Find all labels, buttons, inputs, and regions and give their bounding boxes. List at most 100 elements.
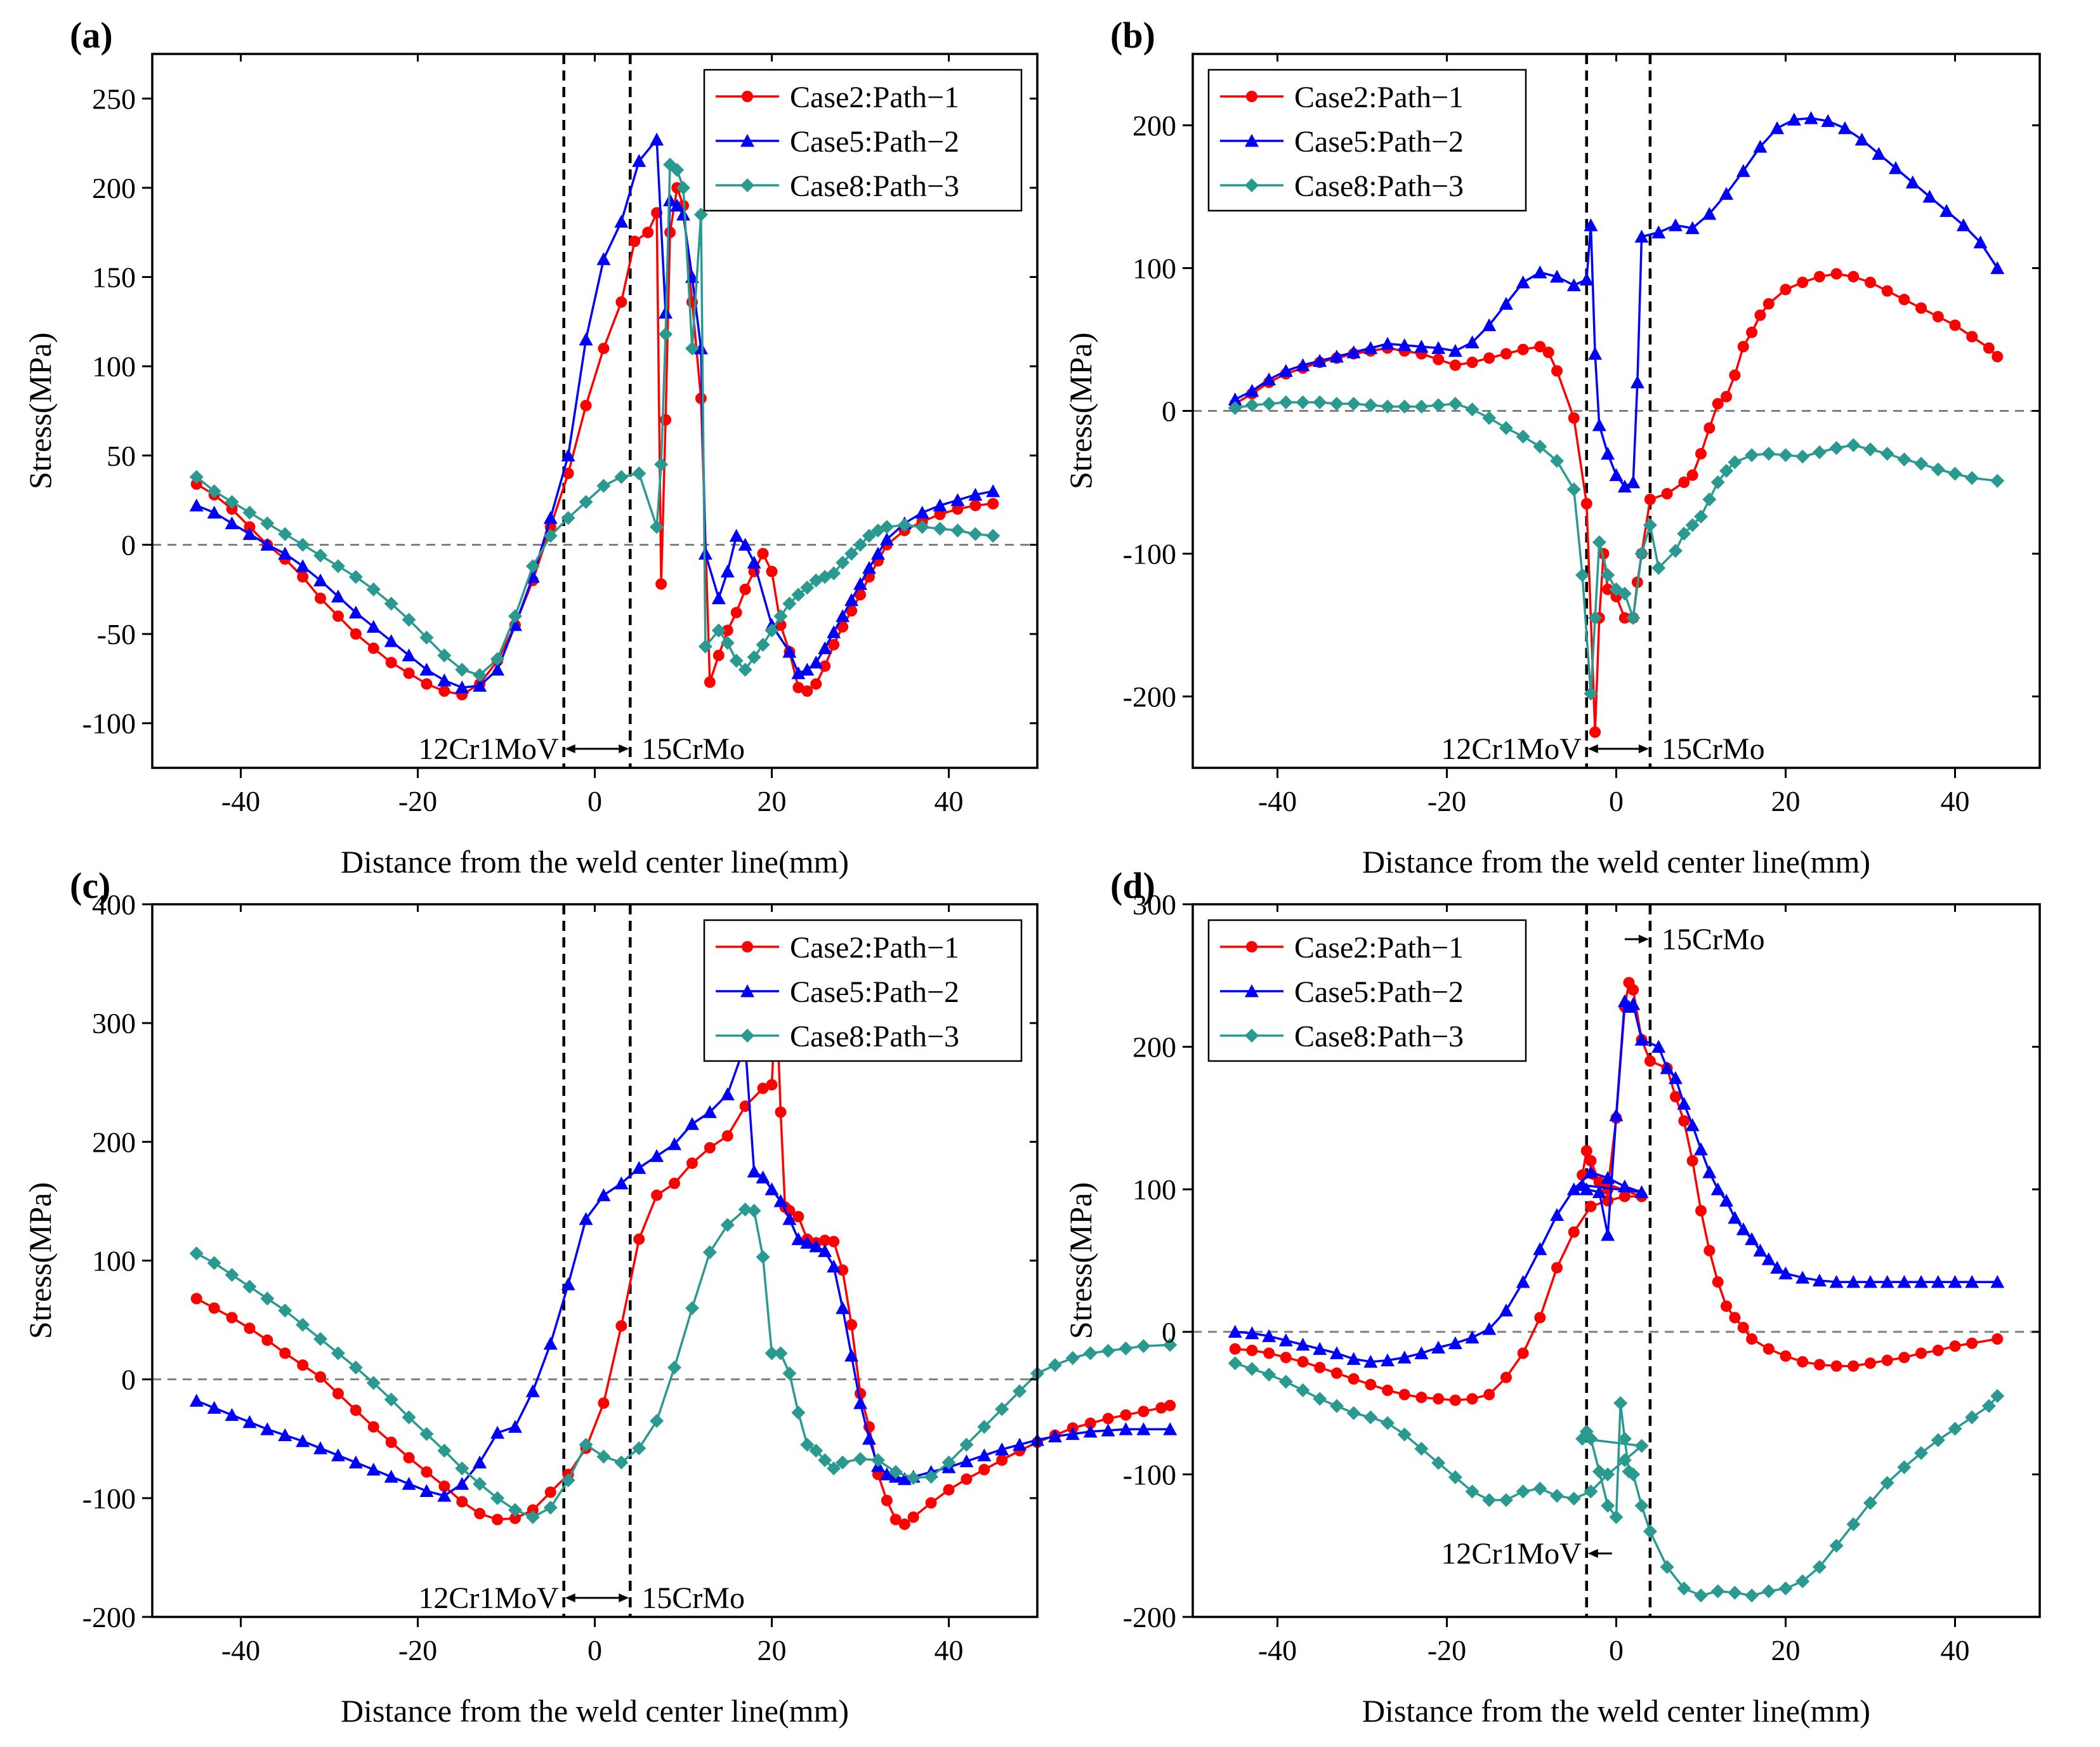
- data-point: [978, 1463, 990, 1475]
- data-point: [1278, 1333, 1293, 1347]
- data-point: [490, 663, 505, 676]
- y-tick-label: -200: [1123, 1601, 1176, 1633]
- data-point: [836, 555, 850, 570]
- data-point: [1568, 1226, 1580, 1238]
- data-point: [1695, 448, 1707, 459]
- data-point: [721, 1130, 733, 1142]
- data-point: [1898, 1352, 1910, 1364]
- data-point: [474, 1508, 486, 1520]
- data-point: [1829, 1538, 1844, 1553]
- data-point: [632, 1441, 646, 1456]
- data-point: [870, 546, 885, 560]
- data-point: [792, 1211, 804, 1223]
- data-point: [629, 235, 641, 247]
- series-line-2: [196, 138, 994, 689]
- data-point: [1101, 1343, 1115, 1358]
- data-point: [1465, 1330, 1480, 1344]
- data-point: [1668, 218, 1683, 232]
- data-point: [1617, 1179, 1632, 1193]
- data-point: [1702, 207, 1717, 220]
- y-tick-label: 100: [92, 350, 136, 383]
- data-point: [1585, 1201, 1597, 1213]
- x-tick-label: -40: [1258, 785, 1297, 817]
- data-point: [704, 1142, 716, 1154]
- data-point: [879, 520, 894, 534]
- data-point: [1914, 1275, 1929, 1288]
- data-point: [907, 1511, 919, 1523]
- data-point: [862, 529, 876, 543]
- data-point: [1702, 492, 1717, 506]
- data-point: [615, 296, 627, 308]
- data-point: [1482, 318, 1497, 331]
- data-point: [1483, 352, 1495, 364]
- data-point: [278, 527, 292, 541]
- data-point: [1580, 1145, 1592, 1157]
- data-point: [1728, 455, 1742, 470]
- data-point: [421, 1466, 433, 1478]
- data-point: [419, 630, 434, 645]
- data-point: [1915, 1347, 1927, 1359]
- data-point: [1761, 1584, 1776, 1599]
- data-point: [492, 1513, 504, 1526]
- data-point: [1651, 1039, 1666, 1053]
- data-point: [1533, 439, 1547, 454]
- data-point: [712, 649, 725, 661]
- data-point: [1965, 1410, 1979, 1425]
- data-point: [226, 1312, 238, 1324]
- x-axis-label: Distance from the weld center line(mm): [1362, 844, 1870, 880]
- data-point: [421, 678, 433, 690]
- data-point: [791, 1406, 806, 1420]
- data-point: [1330, 1367, 1342, 1379]
- data-point: [1138, 1406, 1150, 1418]
- data-point: [1643, 1524, 1657, 1539]
- x-tick-label: -20: [1427, 785, 1466, 817]
- data-point: [766, 565, 778, 577]
- data-point: [853, 577, 867, 590]
- data-point: [296, 1434, 310, 1447]
- data-point: [313, 573, 328, 587]
- legend-entry-1: Case2:Path−1: [790, 931, 959, 965]
- data-point: [1710, 475, 1725, 489]
- data-point: [1381, 399, 1395, 414]
- data-point: [1601, 568, 1615, 583]
- data-point: [366, 582, 381, 597]
- data-point: [1797, 277, 1809, 288]
- y-tick-label: 200: [1132, 110, 1176, 142]
- data-point: [331, 1448, 345, 1461]
- data-point: [747, 650, 761, 664]
- data-point: [685, 1301, 699, 1315]
- data-point: [508, 618, 522, 631]
- data-point: [1644, 494, 1656, 505]
- y-tick-label: -100: [1123, 538, 1176, 570]
- data-point: [402, 648, 416, 662]
- data-point: [702, 1105, 717, 1118]
- data-point: [968, 527, 983, 541]
- data-point: [1313, 1342, 1327, 1355]
- data-point: [242, 505, 257, 520]
- data-point: [844, 546, 859, 561]
- data-point: [685, 341, 699, 356]
- data-point: [757, 548, 769, 560]
- data-point: [1897, 1275, 1912, 1288]
- data-point: [1626, 475, 1641, 489]
- data-point: [525, 1384, 540, 1397]
- data-point: [651, 1189, 663, 1201]
- y-tick-label: -200: [82, 1601, 136, 1633]
- data-point: [698, 639, 712, 654]
- data-point: [525, 559, 540, 574]
- x-tick-label: -40: [221, 1634, 260, 1666]
- data-point: [1753, 1243, 1768, 1257]
- legend-entry-2: Case5:Path−2: [790, 975, 959, 1009]
- data-point: [888, 1465, 903, 1479]
- y-tick-label: 0: [1162, 395, 1176, 428]
- data-point: [490, 1425, 505, 1439]
- legend-entry-3: Case8:Path−3: [1294, 169, 1464, 203]
- data-point: [1601, 1171, 1615, 1184]
- data-point: [1550, 454, 1565, 468]
- data-point: [1770, 121, 1785, 135]
- data-point: [1778, 448, 1793, 463]
- data-point: [670, 199, 685, 212]
- data-point: [1897, 1460, 1912, 1475]
